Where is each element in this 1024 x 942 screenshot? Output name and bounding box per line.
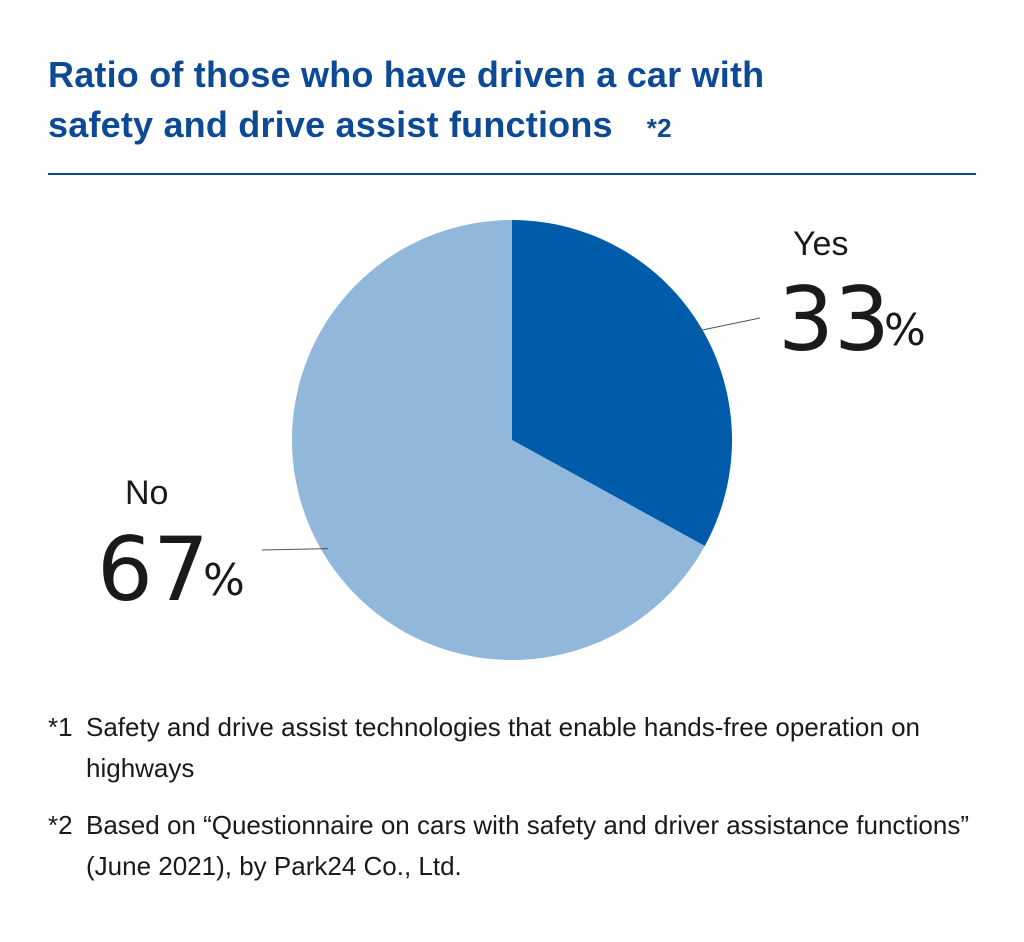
slice-unit-yes: % — [884, 305, 926, 356]
footnote-2-mark: *2 — [48, 810, 73, 840]
footnote-1: *1 Safety and drive assist technologies … — [48, 707, 978, 789]
pie-slice-no — [292, 220, 705, 660]
leader-line-no — [261, 548, 329, 551]
chart-title-line-2: safety and drive assist functions *2 — [48, 100, 978, 153]
footnote-2-text: Based on “Questionnaire on cars with saf… — [86, 810, 970, 881]
chart-title-line-2-text: safety and drive assist functions — [48, 104, 613, 145]
footnote-2: *2 Based on “Questionnaire on cars with … — [48, 805, 978, 887]
footnote-1-text: Safety and drive assist technologies tha… — [86, 712, 920, 783]
chart-title-line-1: Ratio of those who have driven a car wit… — [48, 54, 765, 95]
slice-label-yes: Yes — [793, 225, 848, 263]
title-divider — [48, 173, 976, 175]
slice-label-no: No — [125, 474, 168, 512]
slice-value-yes: 33 — [778, 268, 890, 371]
pie-slice-yes — [512, 220, 732, 546]
title-footnote-ref: *2 — [646, 113, 672, 143]
footnotes: *1 Safety and drive assist technologies … — [48, 707, 978, 903]
slice-unit-no: % — [203, 555, 245, 606]
pie-chart: Yes 33% No 67% — [97, 220, 926, 660]
footnote-1-mark: *1 — [48, 712, 73, 742]
leader-line-yes — [695, 317, 761, 332]
slice-value-no: 67 — [97, 518, 209, 621]
pie-slices — [292, 220, 732, 660]
chart-title: Ratio of those who have driven a car wit… — [48, 50, 978, 153]
pie-labels: Yes 33% No 67% — [97, 225, 926, 621]
